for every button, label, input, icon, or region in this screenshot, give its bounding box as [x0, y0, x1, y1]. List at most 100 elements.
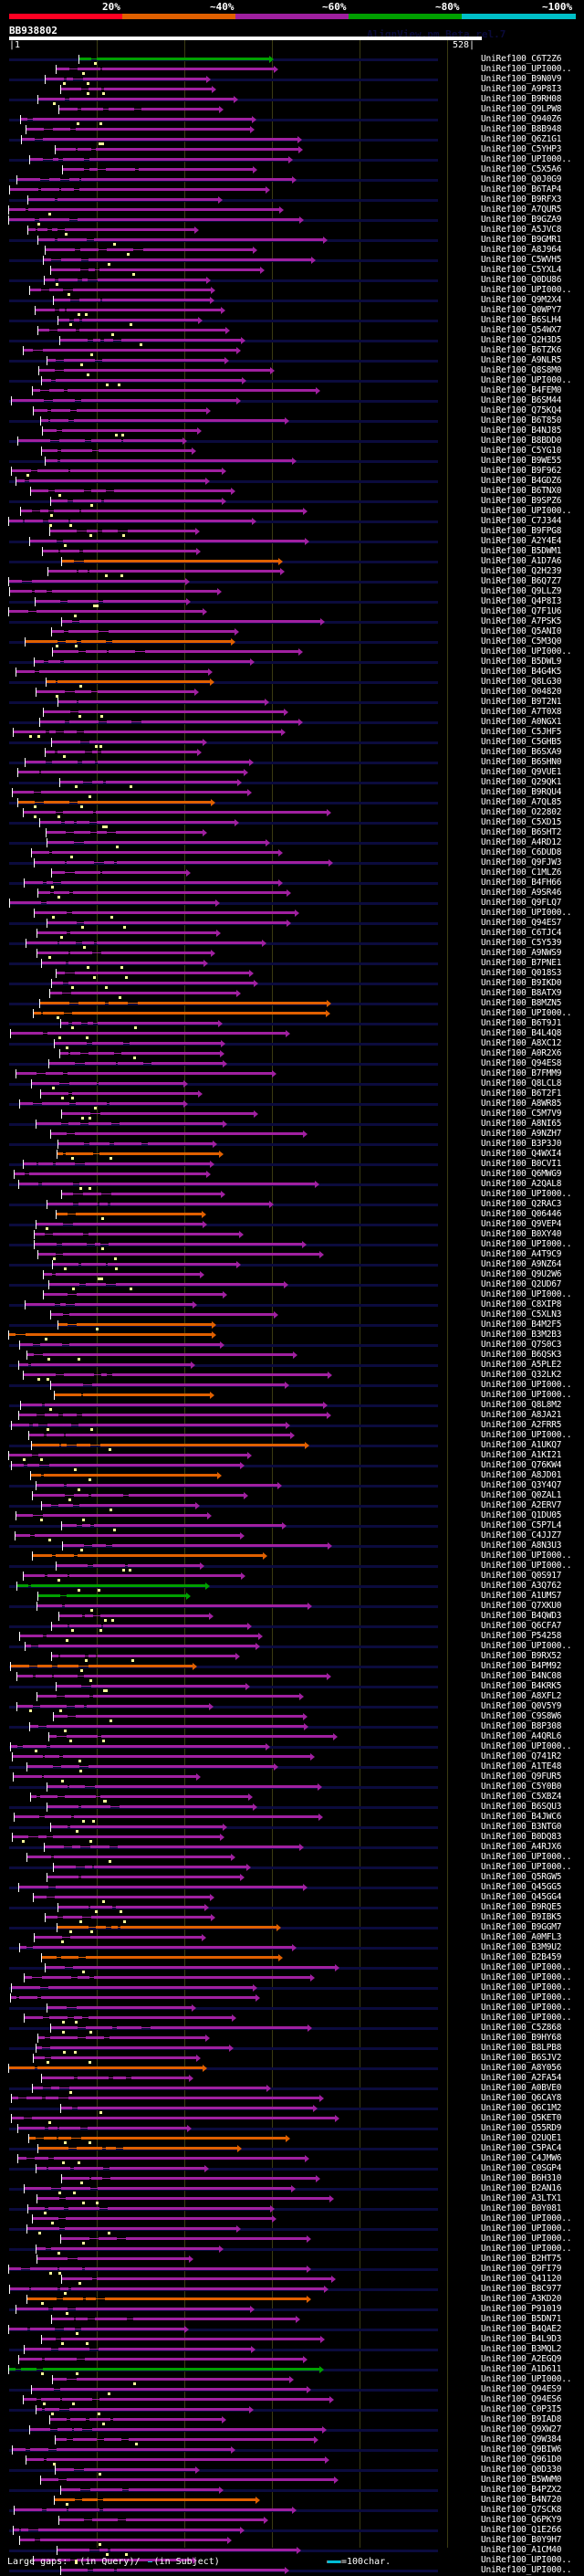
hit-name[interactable]: UniRef100_B4FEM0 [481, 385, 562, 395]
hit-name[interactable]: UniRef100_B4QAE2 [481, 2324, 562, 2334]
hit-name[interactable]: UniRef100_A5PLE2 [481, 1360, 562, 1370]
hit-name[interactable]: UniRef100_Q7SCK8 [481, 2505, 562, 2515]
hit-row[interactable]: UniRef100_B6SXA9 [0, 747, 584, 758]
hit-row[interactable]: UniRef100_B9IBK5 [0, 1912, 584, 1923]
hit-name[interactable]: UniRef100_B6SJV2 [481, 2053, 562, 2063]
hit-row[interactable]: UniRef100_Q5RGW5 [0, 1872, 584, 1883]
hit-row[interactable]: UniRef100_UPI000.. [0, 1972, 584, 1983]
hit-name[interactable]: UniRef100_B0Y081 [481, 2203, 562, 2213]
hit-name[interactable]: UniRef100_UPI000.. [481, 1962, 572, 1972]
hit-name[interactable]: UniRef100_Q4P8I3 [481, 596, 562, 606]
hit-row[interactable]: UniRef100_B4PM92 [0, 1661, 584, 1672]
hit-row[interactable]: UniRef100_Q8LG30 [0, 677, 584, 688]
hit-row[interactable]: UniRef100_Q55RD9 [0, 2123, 584, 2134]
hit-row[interactable]: UniRef100_C5YHP3 [0, 144, 584, 155]
hit-row[interactable]: UniRef100_C5PAC4 [0, 2143, 584, 2154]
hit-name[interactable]: UniRef100_UPI000.. [481, 2555, 572, 2565]
hit-row[interactable]: UniRef100_UPI000.. [0, 285, 584, 296]
hit-row[interactable]: UniRef100_C4JJZ7 [0, 1530, 584, 1541]
hit-name[interactable]: UniRef100_Q9LPW8 [481, 104, 562, 114]
hit-row[interactable]: UniRef100_A0NGX1 [0, 717, 584, 728]
hit-name[interactable]: UniRef100_Q9M2X4 [481, 295, 562, 305]
hit-name[interactable]: UniRef100_UPI000.. [481, 64, 572, 74]
hit-name[interactable]: UniRef100_UPI000.. [481, 1992, 572, 2003]
hit-name[interactable]: UniRef100_C5Y0B0 [481, 1782, 562, 1792]
hit-name[interactable]: UniRef100_B9HY68 [481, 2033, 562, 2043]
hit-row[interactable]: UniRef100_A1UMS7 [0, 1591, 584, 1602]
hit-row[interactable]: UniRef100_Q4P8I3 [0, 596, 584, 607]
hit-row[interactable]: UniRef100_A8J964 [0, 245, 584, 256]
hit-row[interactable]: UniRef100_C0P3I5 [0, 2404, 584, 2415]
hit-row[interactable]: UniRef100_B6SHN0 [0, 757, 584, 768]
hit-name[interactable]: UniRef100_UPI000.. [481, 1641, 572, 1651]
hit-name[interactable]: UniRef100_B4L4Q8 [481, 1028, 562, 1038]
hit-row[interactable]: UniRef100_Q6CAY8 [0, 2093, 584, 2104]
hit-name[interactable]: UniRef100_A2QAL8 [481, 1179, 562, 1189]
hit-row[interactable]: UniRef100_B8BDD0 [0, 436, 584, 447]
hit-row[interactable]: UniRef100_Q1E266 [0, 2525, 584, 2536]
hit-name[interactable]: UniRef100_A1CM40 [481, 2545, 562, 2555]
hit-row[interactable]: UniRef100_UPI000.. [0, 2374, 584, 2385]
hit-row[interactable]: UniRef100_C5M3Q0 [0, 636, 584, 647]
hit-name[interactable]: UniRef100_A0R2X6 [481, 1048, 562, 1058]
hit-name[interactable]: UniRef100_A5JVC8 [481, 225, 562, 235]
hit-row[interactable]: UniRef100_A1KI21 [0, 1450, 584, 1461]
hit-row[interactable]: UniRef100_A9SR46 [0, 888, 584, 899]
hit-row[interactable]: UniRef100_Q961D0 [0, 2455, 584, 2466]
hit-row[interactable]: UniRef100_UPI000.. [0, 2244, 584, 2255]
hit-row[interactable]: UniRef100_B4JWC6 [0, 1812, 584, 1823]
hit-name[interactable]: UniRef100_B9FPG8 [481, 526, 562, 536]
hit-name[interactable]: UniRef100_Q0ZAL1 [481, 1490, 562, 1500]
hit-row[interactable]: UniRef100_UPI000.. [0, 154, 584, 165]
hit-name[interactable]: UniRef100_Q6CAY8 [481, 2093, 562, 2103]
hit-row[interactable]: UniRef100_A5PLE2 [0, 1360, 584, 1371]
hit-name[interactable]: UniRef100_UPI000.. [481, 2244, 572, 2254]
hit-row[interactable]: UniRef100_Q0S917 [0, 1571, 584, 1582]
hit-row[interactable]: UniRef100_B6SM44 [0, 395, 584, 406]
hit-row[interactable]: UniRef100_B6TZK6 [0, 345, 584, 356]
hit-name[interactable]: UniRef100_UPI000.. [481, 375, 572, 385]
hit-row[interactable]: UniRef100_C5P7L4 [0, 1520, 584, 1531]
hit-row[interactable]: UniRef100_B6SHT2 [0, 827, 584, 838]
hit-name[interactable]: UniRef100_B3NTG0 [481, 1822, 562, 1832]
hit-row[interactable]: UniRef100_A3Q762 [0, 1581, 584, 1592]
hit-name[interactable]: UniRef100_UPI000.. [481, 647, 572, 657]
hit-row[interactable]: UniRef100_B6T850 [0, 415, 584, 426]
hit-name[interactable]: UniRef100_A3Q762 [481, 1581, 562, 1591]
hit-row[interactable]: UniRef100_UPI000.. [0, 1962, 584, 1973]
hit-row[interactable]: UniRef100_C5XLN3 [0, 1309, 584, 1320]
hit-row[interactable]: UniRef100_B8LPB8 [0, 2043, 584, 2054]
hit-name[interactable]: UniRef100_B3MQL2 [481, 2344, 562, 2354]
hit-name[interactable]: UniRef100_Q8LG30 [481, 677, 562, 687]
hit-row[interactable]: UniRef100_A8XFL2 [0, 1691, 584, 1702]
hit-name[interactable]: UniRef100_C5Y539 [481, 938, 562, 948]
hit-name[interactable]: UniRef100_C6T2Z6 [481, 54, 562, 64]
hit-name[interactable]: UniRef100_B9IBK5 [481, 1912, 562, 1922]
hit-name[interactable]: UniRef100_UPI000.. [481, 285, 572, 295]
hit-row[interactable]: UniRef100_B7PNE1 [0, 958, 584, 969]
hit-name[interactable]: UniRef100_Q94ES6 [481, 2394, 562, 2404]
hit-row[interactable]: UniRef100_UPI000.. [0, 1641, 584, 1652]
hit-name[interactable]: UniRef100_B9T2N1 [481, 697, 562, 707]
hit-row[interactable]: UniRef100_Q54WX7 [0, 325, 584, 336]
hit-name[interactable]: UniRef100_Q41120 [481, 2274, 562, 2284]
hit-name[interactable]: UniRef100_C7J344 [481, 516, 562, 526]
hit-name[interactable]: UniRef100_UPI000.. [481, 1972, 572, 1982]
hit-row[interactable]: UniRef100_C5YXL4 [0, 265, 584, 276]
hit-name[interactable]: UniRef100_C5XLN3 [481, 1309, 562, 1320]
hit-name[interactable]: UniRef100_B8MZN5 [481, 998, 562, 1008]
hit-row[interactable]: UniRef100_Q2H3D5 [0, 335, 584, 346]
hit-row[interactable]: UniRef100_B4FEM0 [0, 385, 584, 396]
hit-name[interactable]: UniRef100_UPI000.. [481, 1239, 572, 1249]
hit-row[interactable]: UniRef100_Q9VEP4 [0, 1219, 584, 1230]
hit-name[interactable]: UniRef100_A9NZ64 [481, 1259, 562, 1269]
hit-row[interactable]: UniRef100_A4T9C9 [0, 1249, 584, 1260]
hit-name[interactable]: UniRef100_B9GGM7 [481, 1922, 562, 1932]
hit-name[interactable]: UniRef100_A3KD20 [481, 2294, 562, 2304]
hit-name[interactable]: UniRef100_Q55RD9 [481, 2123, 562, 2133]
hit-row[interactable]: UniRef100_Q94ES6 [0, 2394, 584, 2405]
hit-name[interactable]: UniRef100_P91019 [481, 2304, 562, 2314]
hit-name[interactable]: UniRef100_B3P3J0 [481, 1139, 562, 1149]
hit-row[interactable]: UniRef100_B8B948 [0, 124, 584, 135]
hit-row[interactable]: UniRef100_UPI000.. [0, 375, 584, 386]
